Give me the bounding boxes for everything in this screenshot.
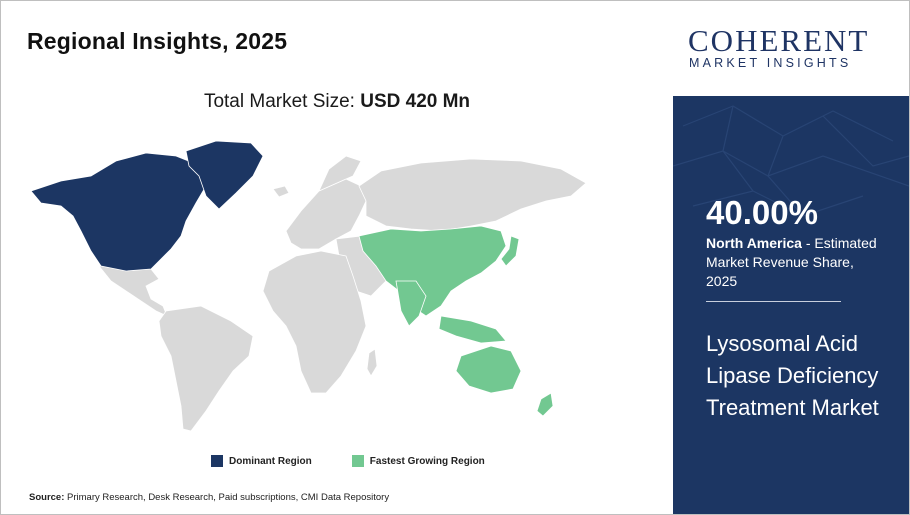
- legend-item-dominant: Dominant Region: [211, 455, 312, 467]
- region-se-asia: [438, 315, 507, 344]
- region-south-america: [158, 305, 254, 432]
- legend-label-fastest: Fastest Growing Region: [369, 455, 485, 467]
- region-greenland: [185, 140, 264, 210]
- share-description: North America - Estimated Market Revenue…: [706, 234, 886, 291]
- logo: COHERENT MARKET INSIGHTS: [673, 1, 909, 96]
- logo-main-text: COHERENT: [688, 23, 870, 58]
- legend-swatch-dominant: [211, 455, 223, 467]
- source-label: Source:: [29, 492, 65, 503]
- share-text: - Estimated Market Revenue Share, 2025: [706, 235, 877, 289]
- share-region: North America: [706, 235, 802, 251]
- market-size-value: USD 420 Mn: [360, 91, 471, 112]
- region-africa: [262, 250, 367, 394]
- region-australia: [455, 345, 522, 394]
- map-legend: Dominant Region Fastest Growing Region: [211, 455, 525, 467]
- other-regions: [98, 155, 587, 432]
- region-scandinavia: [318, 155, 362, 192]
- legend-swatch-fastest: [351, 455, 364, 467]
- page-title: Regional Insights, 2025: [27, 28, 288, 54]
- region-iceland: [272, 185, 290, 198]
- market-size-label: Total Market Size:: [203, 91, 355, 112]
- region-russia: [358, 158, 587, 232]
- region-new-zealand: [536, 392, 554, 417]
- region-india: [395, 280, 427, 327]
- logo-sub-text: MARKET INSIGHTS: [689, 56, 852, 70]
- stats-panel: 40.00% North America - Estimated Market …: [673, 96, 909, 514]
- region-madagascar: [366, 348, 378, 377]
- share-value: 40.00%: [706, 194, 818, 231]
- legend-label-dominant: Dominant Region: [229, 455, 312, 467]
- legend-item-fastest: Fastest Growing Region: [351, 455, 485, 467]
- side-panel: COHERENT MARKET INSIGHTS 40.00% North Am…: [673, 1, 909, 514]
- divider: [706, 301, 841, 302]
- panel-texture: [673, 105, 909, 217]
- fastest-growing-region: [358, 225, 554, 417]
- region-north-america: [30, 152, 207, 272]
- source-text: Primary Research, Desk Research, Paid su…: [67, 492, 390, 503]
- market-size: Total Market Size: USD 420 Mn: [1, 91, 673, 113]
- region-asia: [358, 225, 507, 317]
- world-map: [30, 140, 587, 432]
- dominant-region: [30, 140, 264, 272]
- source-note: Source: Primary Research, Desk Research,…: [29, 492, 389, 503]
- region-japan: [500, 235, 520, 267]
- region-central-america: [98, 265, 168, 317]
- market-name: Lysosomal Acid Lipase Deficiency Treatme…: [706, 331, 879, 420]
